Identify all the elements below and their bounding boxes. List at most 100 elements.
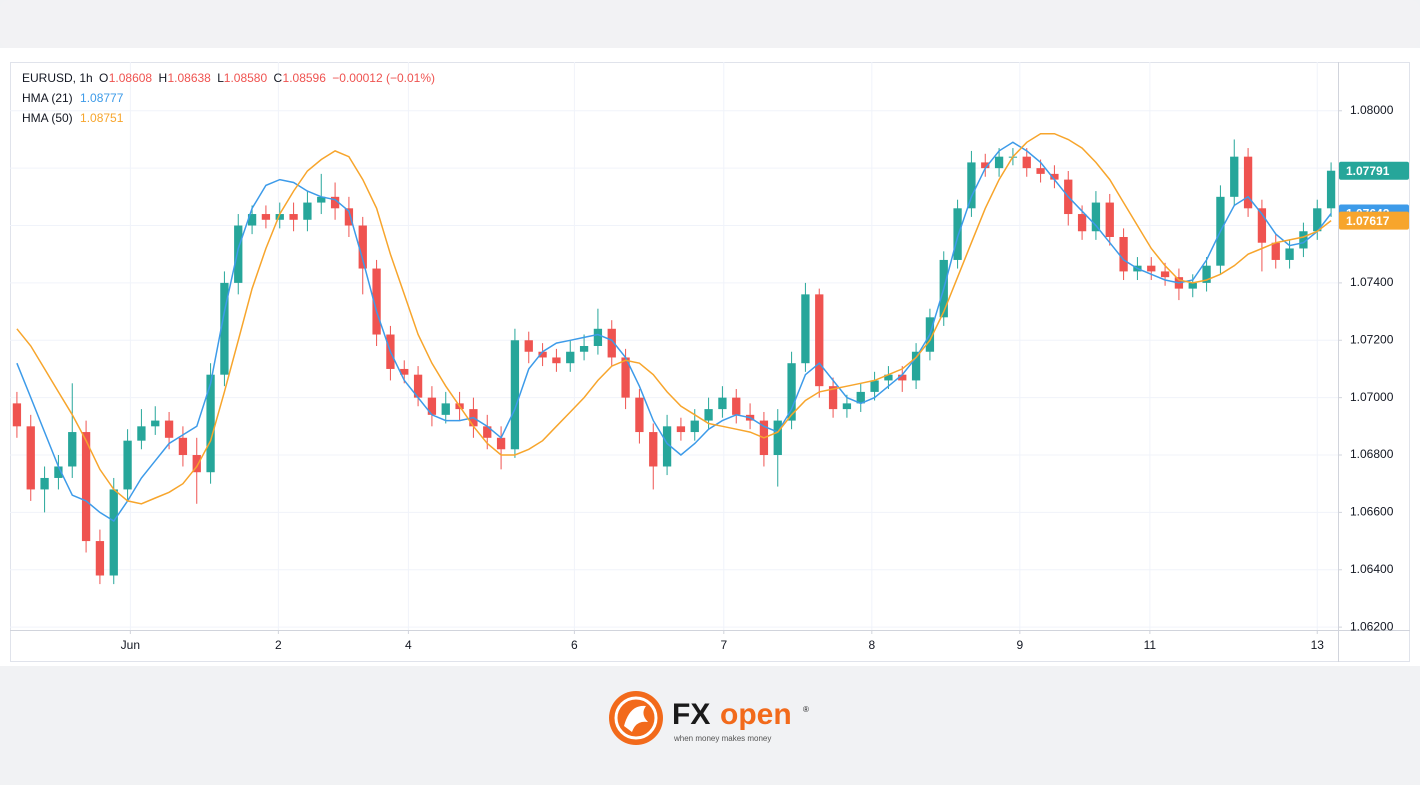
x-tick-label: 13 [1311,638,1325,652]
candle-body [413,374,423,398]
candle-body [1105,202,1114,237]
candle-body [1271,242,1280,260]
candle-body [441,403,450,415]
candle-body [344,208,354,226]
candle-body [275,214,284,220]
y-tick-label: 1.06600 [1350,505,1394,519]
x-tick-label: 2 [275,638,282,652]
candle-body [137,426,146,441]
y-tick-label: 1.07000 [1350,390,1394,404]
candle-body [95,541,105,576]
candle-body [206,374,215,473]
x-tick-label: Jun [121,638,140,652]
candle-body [1257,208,1267,243]
y-tick-label: 1.07400 [1350,275,1394,289]
candle-body [842,403,852,410]
candle-body [621,357,630,398]
candle-body [330,196,340,209]
hma-price-badge [1339,211,1409,230]
candle-body [1202,265,1211,283]
candle-body [192,455,201,473]
last-price-badge [1339,161,1409,180]
y-tick-label: 1.08000 [1350,103,1394,117]
logo-emblem-figure [624,705,648,732]
candle-body [358,225,367,269]
grid [10,62,1338,630]
candle-body [1230,156,1239,197]
candle-body [1022,156,1031,169]
candle-body [815,294,824,387]
chart-panel [0,48,1420,666]
logo-open: open [720,698,792,731]
y-tick-label: 1.07200 [1350,332,1394,346]
candle-body [1243,156,1253,209]
candle-body [1147,265,1156,272]
candle-body [109,489,118,576]
candle-body [607,328,616,358]
x-tick-label: 6 [571,638,578,652]
legend-series-value: 1.08777 [80,91,124,105]
candle-body [911,351,921,381]
candle-body [1077,214,1087,232]
candle-body [662,426,672,467]
candle-body [12,403,22,427]
candle-body [234,225,243,283]
last-price-badge-label: 1.07791 [1346,164,1390,178]
chart-frame [10,62,1410,662]
top-strip [0,0,1420,48]
candle-body [123,440,132,490]
candle-body [427,397,437,415]
x-tick-label: 7 [720,638,727,652]
candle-body [68,432,77,467]
candle-body [635,397,644,433]
candle-body [40,477,49,490]
candle-body [1326,170,1336,209]
candle-body [220,282,229,375]
candle-body [593,328,603,346]
plot [12,132,1336,585]
logo-emblem-ring [614,696,658,740]
legend: EURUSD, 1h O 1.08608 H 1.08638 L 1.08580… [22,71,435,125]
candle-body [828,386,838,410]
candle-body [884,374,893,381]
y-tick-label: 1.06400 [1350,562,1394,576]
candle-body [787,363,796,421]
x-tick-label: 9 [1016,638,1023,652]
legend-ohlc-value: 1.08638 [167,71,211,85]
candle-body [317,196,326,203]
legend-series-value: 1.08751 [80,111,124,125]
candle-body [510,340,520,450]
candle-body [953,208,962,260]
candle-body [178,437,188,456]
candle-body [1299,231,1308,249]
candle-body [400,368,409,375]
axes: 1.06200 1.06400 1.06600 1.06800 1.07000 1.072… [121,103,1409,652]
candle-body [967,162,976,209]
logo: FX open ® when money makes money [609,691,809,745]
legend-ohlc-value: 1.08596 [283,71,327,85]
legend-series-name: HMA (50) [22,111,73,125]
candle-body [81,432,91,542]
legend-ohlc-label: O [99,71,108,85]
candle-body [372,268,381,335]
candle-body [801,294,810,364]
logo-tagline: when money makes money [673,734,771,743]
candle-body [261,214,271,220]
candle-body [289,214,298,220]
candle-body [690,420,699,433]
candle-body [856,391,865,404]
x-tick-label: 11 [1144,638,1157,652]
candle-body [898,374,907,381]
candle-body [870,380,879,392]
candle-body [1313,208,1322,232]
legend-change: −0.00012 (−0.01%) [332,71,435,85]
candle-body [1050,173,1059,180]
candle-body [676,426,686,433]
legend-ohlc-label: H [158,71,167,85]
x-tick-label: 8 [868,638,875,652]
candle-body [54,466,63,478]
legend-ohlc-value: 1.08580 [224,71,268,85]
candle-body [524,340,533,352]
